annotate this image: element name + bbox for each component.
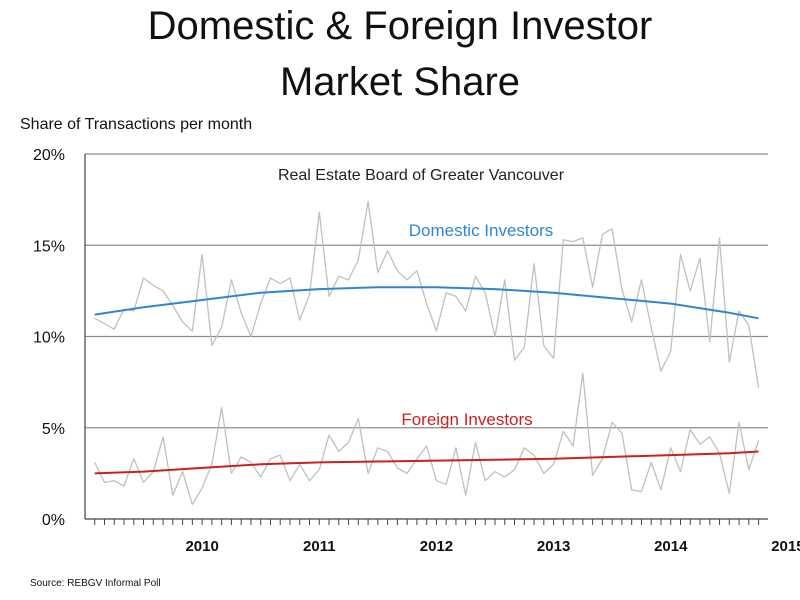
axes (84, 154, 768, 525)
x-tick-label: 2012 (420, 538, 453, 555)
chart-title-line-2: Market Share (279, 60, 521, 104)
series-lines (94, 200, 760, 506)
source-note: Source: REBGV Informal Poll (30, 578, 161, 589)
foreign-series-label: Foreign Investors (401, 410, 532, 429)
y-tick-label: 10% (33, 330, 65, 347)
x-tick-label: 2011 (303, 538, 336, 555)
y-tick-label: 5% (42, 421, 65, 438)
domestic-series-label: Domestic Investors (409, 221, 554, 240)
x-tick-label: 2015 (771, 538, 800, 555)
chart-annotation: Real Estate Board of Greater Vancouver (278, 167, 565, 184)
y-tick-labels: 0% 5% 10% 15% 20% (33, 147, 65, 529)
y-tick-label: 0% (42, 512, 65, 529)
chart-title-line-1: Domestic & Foreign Investor (147, 4, 653, 48)
domestic-investors-trend-line (94, 286, 759, 320)
x-tick-label: 2013 (537, 538, 570, 555)
y-tick-label: 15% (33, 238, 65, 255)
domestic-investors-line (94, 200, 760, 388)
foreign-investors-trend-line (94, 450, 759, 475)
foreign-investors-line (94, 372, 760, 506)
x-tick-label: 2010 (185, 538, 218, 555)
y-axis-label: Share of Transactions per month (20, 116, 253, 133)
gridlines (85, 153, 768, 429)
x-tick-labels: 2010 2011 2012 2013 2014 2015 (185, 538, 800, 555)
y-tick-label: 20% (33, 147, 65, 164)
x-tick-label: 2014 (654, 538, 688, 555)
